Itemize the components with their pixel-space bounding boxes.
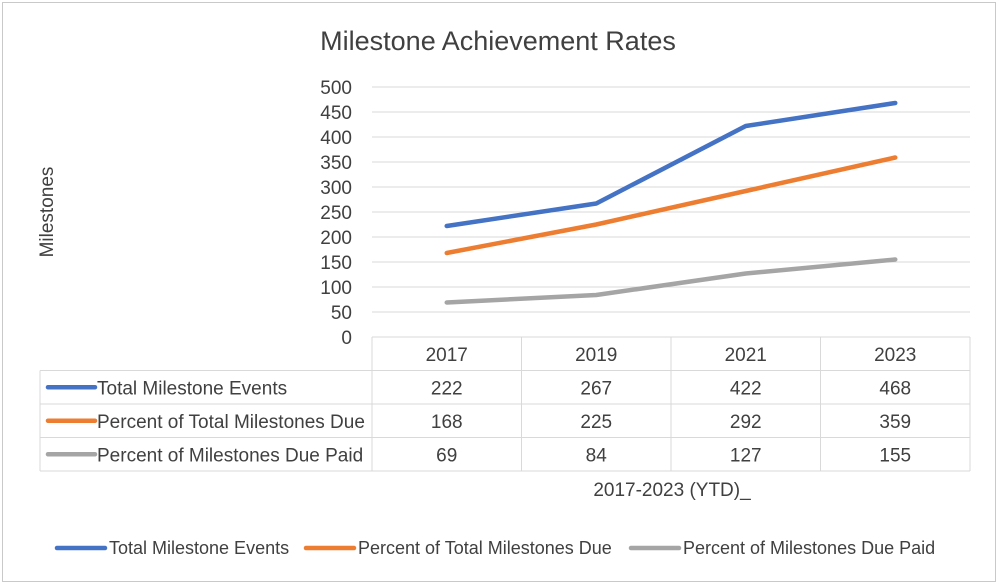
y-tick-label: 150 xyxy=(320,253,352,274)
chart-title: Milestone Achievement Rates xyxy=(320,26,676,56)
data-label: 127 xyxy=(730,445,762,466)
y-tick-label: 500 xyxy=(320,78,352,99)
series-line xyxy=(444,100,898,229)
y-tick-label: 50 xyxy=(331,303,352,324)
series-lines xyxy=(444,100,898,305)
legend-label: Total Milestone Events xyxy=(109,538,289,558)
data-label: 69 xyxy=(436,445,457,466)
data-label: 155 xyxy=(879,445,911,466)
y-tick-label: 250 xyxy=(320,203,352,224)
data-label: 468 xyxy=(879,378,911,399)
y-axis-label: Milestones xyxy=(37,167,58,258)
data-label: 222 xyxy=(431,378,463,399)
data-label: 422 xyxy=(730,378,762,399)
table-series-name: Percent of Total Milestones Due xyxy=(97,412,365,433)
data-label: 267 xyxy=(580,378,612,399)
table-series-name: Total Milestone Events xyxy=(97,378,287,399)
data-label: 84 xyxy=(586,445,608,466)
data-table: 2017 2019 2021 2023 Total Milestone Events 22… xyxy=(39,336,971,472)
y-tick-label: 400 xyxy=(320,128,352,149)
y-tick-label: 300 xyxy=(320,178,352,199)
y-tick-label: 350 xyxy=(320,153,352,174)
x-tick-label: 2023 xyxy=(874,345,916,366)
y-tick-label: 100 xyxy=(320,278,352,299)
data-label: 168 xyxy=(431,412,463,433)
y-tick-label: 450 xyxy=(320,103,352,124)
x-axis-label: 2017-2023 (YTD)_ xyxy=(593,480,751,501)
legend-label: Percent of Total Milestones Due xyxy=(358,538,612,558)
y-axis-ticks: 0 50 100 150 200 250 300 350 400 450 500 xyxy=(320,78,352,349)
data-label: 359 xyxy=(879,412,911,433)
data-label: 292 xyxy=(730,412,762,433)
y-tick-label: 0 xyxy=(341,328,352,349)
legend-label: Percent of Milestones Due Paid xyxy=(683,538,935,558)
x-tick-label: 2019 xyxy=(575,345,617,366)
x-tick-label: 2021 xyxy=(725,345,767,366)
y-tick-label: 200 xyxy=(320,228,352,249)
series-line xyxy=(444,257,898,305)
legend: Total Milestone Events Percent of Total M… xyxy=(54,538,935,558)
table-series-name: Percent of Milestones Due Paid xyxy=(97,445,363,466)
gridlines xyxy=(372,86,970,313)
x-tick-label: 2017 xyxy=(426,345,468,366)
series-line xyxy=(444,155,898,256)
data-label: 225 xyxy=(580,412,612,433)
